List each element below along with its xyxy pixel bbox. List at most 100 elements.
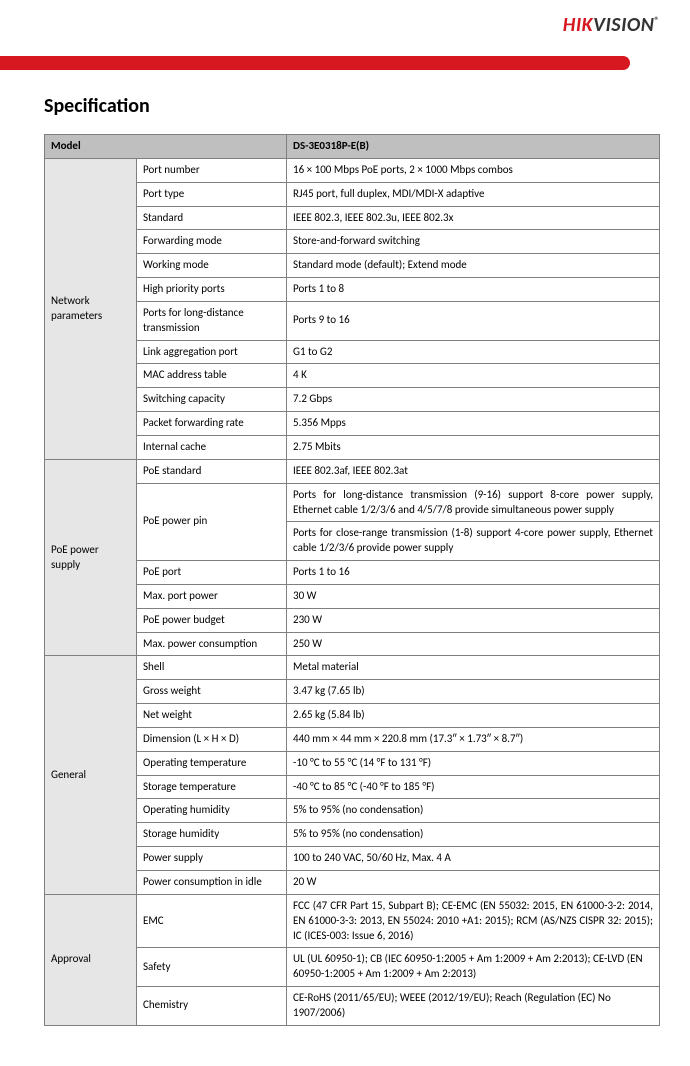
table-row: Switching capacity7.2 Gbps (45, 388, 660, 412)
spec-label: MAC address table (137, 364, 287, 388)
spec-value: IEEE 802.3, IEEE 802.3u, IEEE 802.3x (287, 206, 660, 230)
table-row: Storage humidity5% to 95% (no condensati… (45, 823, 660, 847)
spec-label: Storage temperature (137, 775, 287, 799)
spec-value: 2.65 kg (5.84 lb) (287, 704, 660, 728)
spec-value: 3.47 kg (7.65 lb) (287, 680, 660, 704)
table-row: PoE power budget230 W (45, 608, 660, 632)
table-row: PoE power supplyPoE standardIEEE 802.3af… (45, 459, 660, 483)
table-row: Internal cache2.75 Mbits (45, 435, 660, 459)
spec-value: 5% to 95% (no condensation) (287, 799, 660, 823)
table-row: Power supply100 to 240 VAC, 50/60 Hz, Ma… (45, 847, 660, 871)
logo-registered: ® (654, 13, 660, 26)
table-row: Ports for long-distance transmissionPort… (45, 301, 660, 340)
spec-value: -10 °C to 55 °C (14 °F to 131 °F) (287, 751, 660, 775)
spec-value: 2.75 Mbits (287, 435, 660, 459)
spec-label: Link aggregation port (137, 340, 287, 364)
spec-value: 7.2 Gbps (287, 388, 660, 412)
spec-label: Forwarding mode (137, 230, 287, 254)
spec-label: Shell (137, 656, 287, 680)
decorative-red-bar (0, 56, 630, 70)
table-row: Storage temperature-40 °C to 85 °C (-40 … (45, 775, 660, 799)
spec-label: Switching capacity (137, 388, 287, 412)
spec-label: Packet forwarding rate (137, 412, 287, 436)
spec-label: Max. port power (137, 584, 287, 608)
spec-value: 30 W (287, 584, 660, 608)
spec-value: Ports 9 to 16 (287, 301, 660, 340)
spec-value: CE-RoHS (2011/65/EU); WEEE (2012/19/EU);… (287, 987, 660, 1026)
spec-value: UL (UL 60950-1); CB (IEC 60950-1:2005 + … (287, 948, 660, 987)
spec-value: Ports 1 to 8 (287, 278, 660, 302)
spec-label: Working mode (137, 254, 287, 278)
spec-label: EMC (137, 894, 287, 948)
spec-label: Operating temperature (137, 751, 287, 775)
specification-table: ModelDS-3E0318P-E(B)Network parametersPo… (44, 134, 660, 1026)
table-row: Network parametersPort number16 × 100 Mb… (45, 158, 660, 182)
content-area: Specification ModelDS-3E0318P-E(B)Networ… (0, 94, 690, 1066)
spec-value: G1 to G2 (287, 340, 660, 364)
table-row: ChemistryCE-RoHS (2011/65/EU); WEEE (201… (45, 987, 660, 1026)
spec-value: 440 mm × 44 mm × 220.8 mm (17.3″ × 1.73″… (287, 727, 660, 751)
spec-value: Metal material (287, 656, 660, 680)
spec-value: Standard mode (default); Extend mode (287, 254, 660, 278)
spec-label: Max. power consumption (137, 632, 287, 656)
spec-label: Gross weight (137, 680, 287, 704)
category-cell: PoE power supply (45, 459, 137, 656)
table-row: Working modeStandard mode (default); Ext… (45, 254, 660, 278)
spec-label: Power supply (137, 847, 287, 871)
spec-value: FCC (47 CFR Part 15, Subpart B); CE-EMC … (287, 894, 660, 948)
spec-value: -40 °C to 85 °C (-40 °F to 185 °F) (287, 775, 660, 799)
category-cell: Approval (45, 894, 137, 1025)
logo-part1: HIK (563, 13, 593, 37)
spec-label: Power consumption in idle (137, 871, 287, 895)
table-row: Operating temperature-10 °C to 55 °C (14… (45, 751, 660, 775)
spec-value: RJ45 port, full duplex, MDI/MDI-X adapti… (287, 182, 660, 206)
spec-label: Port type (137, 182, 287, 206)
spec-label: PoE power pin (137, 483, 287, 560)
spec-label: Chemistry (137, 987, 287, 1026)
spec-label: Ports for long-distance transmission (137, 301, 287, 340)
spec-value: 4 K (287, 364, 660, 388)
table-row: PoE portPorts 1 to 16 (45, 561, 660, 585)
table-row: SafetyUL (UL 60950-1); CB (IEC 60950-1:2… (45, 948, 660, 987)
category-cell: Network parameters (45, 158, 137, 459)
spec-label: Operating humidity (137, 799, 287, 823)
spec-value: Ports 1 to 16 (287, 561, 660, 585)
spec-value: 230 W (287, 608, 660, 632)
spec-value: 250 W (287, 632, 660, 656)
spec-value: Ports for long-distance transmission (9-… (287, 483, 660, 522)
table-row: Link aggregation portG1 to G2 (45, 340, 660, 364)
spec-value: Store-and-forward switching (287, 230, 660, 254)
spec-label: Net weight (137, 704, 287, 728)
spec-value: Ports for close-range transmission (1-8)… (287, 522, 660, 561)
table-row: Net weight2.65 kg (5.84 lb) (45, 704, 660, 728)
table-row: GeneralShellMetal material (45, 656, 660, 680)
brand-logo: HIKVISION® (563, 13, 660, 37)
table-row: Max. port power30 W (45, 584, 660, 608)
table-row: PoE power pinPorts for long-distance tra… (45, 483, 660, 522)
table-row: Dimension (L × H × D)440 mm × 44 mm × 22… (45, 727, 660, 751)
table-row: Operating humidity5% to 95% (no condensa… (45, 799, 660, 823)
category-cell: General (45, 656, 137, 894)
spec-label: High priority ports (137, 278, 287, 302)
spec-label: PoE port (137, 561, 287, 585)
spec-value: 5% to 95% (no condensation) (287, 823, 660, 847)
table-row: Forwarding modeStore-and-forward switchi… (45, 230, 660, 254)
logo-part2: VISION (593, 13, 654, 37)
spec-label: Safety (137, 948, 287, 987)
spec-value: 20 W (287, 871, 660, 895)
table-row: Port typeRJ45 port, full duplex, MDI/MDI… (45, 182, 660, 206)
spec-label: Storage humidity (137, 823, 287, 847)
table-row: Packet forwarding rate5.356 Mpps (45, 412, 660, 436)
spec-label: PoE power budget (137, 608, 287, 632)
page-header: HIKVISION® (0, 0, 690, 50)
table-row: Max. power consumption250 W (45, 632, 660, 656)
model-row: ModelDS-3E0318P-E(B) (45, 135, 660, 159)
spec-label: Internal cache (137, 435, 287, 459)
page-title: Specification (44, 94, 660, 118)
table-row: Power consumption in idle20 W (45, 871, 660, 895)
table-row: High priority portsPorts 1 to 8 (45, 278, 660, 302)
spec-label: Standard (137, 206, 287, 230)
table-row: Gross weight3.47 kg (7.65 lb) (45, 680, 660, 704)
table-row: MAC address table4 K (45, 364, 660, 388)
spec-value: 16 × 100 Mbps PoE ports, 2 × 1000 Mbps c… (287, 158, 660, 182)
